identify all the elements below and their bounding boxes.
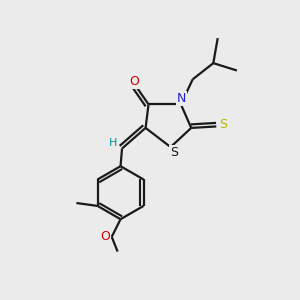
Text: H: H: [108, 138, 117, 148]
Text: O: O: [100, 230, 110, 243]
Text: S: S: [219, 118, 227, 131]
Text: O: O: [129, 75, 139, 88]
Text: N: N: [177, 92, 186, 105]
Text: S: S: [170, 146, 178, 159]
